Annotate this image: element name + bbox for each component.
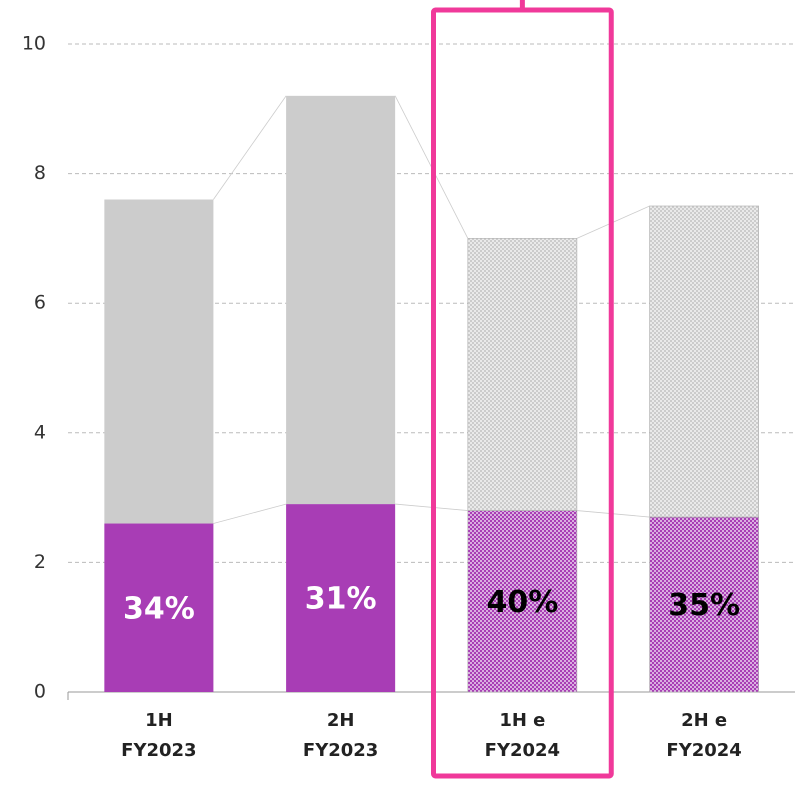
bar-segment <box>286 95 396 505</box>
share-label: 35% <box>668 588 740 623</box>
bar-segment <box>467 238 578 511</box>
y-tick-label: 8 <box>34 162 46 184</box>
bar-segment <box>104 523 214 692</box>
share-label: 34% <box>123 591 195 626</box>
y-tick-label: 6 <box>34 292 46 314</box>
x-tick-label: 2H e FY2024 <box>666 710 742 761</box>
x-tick-label: 1H FY2023 <box>121 710 197 761</box>
bar-segment <box>286 504 396 692</box>
y-tick-label: 2 <box>34 551 46 573</box>
connector <box>213 503 287 524</box>
share-label: 40% <box>486 585 558 620</box>
bar-segment <box>649 205 759 518</box>
bar-segment <box>104 199 214 524</box>
x-tick-label: 2H FY2023 <box>302 710 379 761</box>
share-label: 31% <box>305 582 377 617</box>
connector <box>213 95 287 200</box>
y-tick-label: 10 <box>22 33 46 55</box>
y-tick-label: 0 <box>34 681 46 703</box>
bar-segment <box>649 516 759 693</box>
x-tick-label: 1H e FY2024 <box>484 710 561 761</box>
y-tick-label: 4 <box>34 421 46 443</box>
bar-segment <box>467 510 578 693</box>
